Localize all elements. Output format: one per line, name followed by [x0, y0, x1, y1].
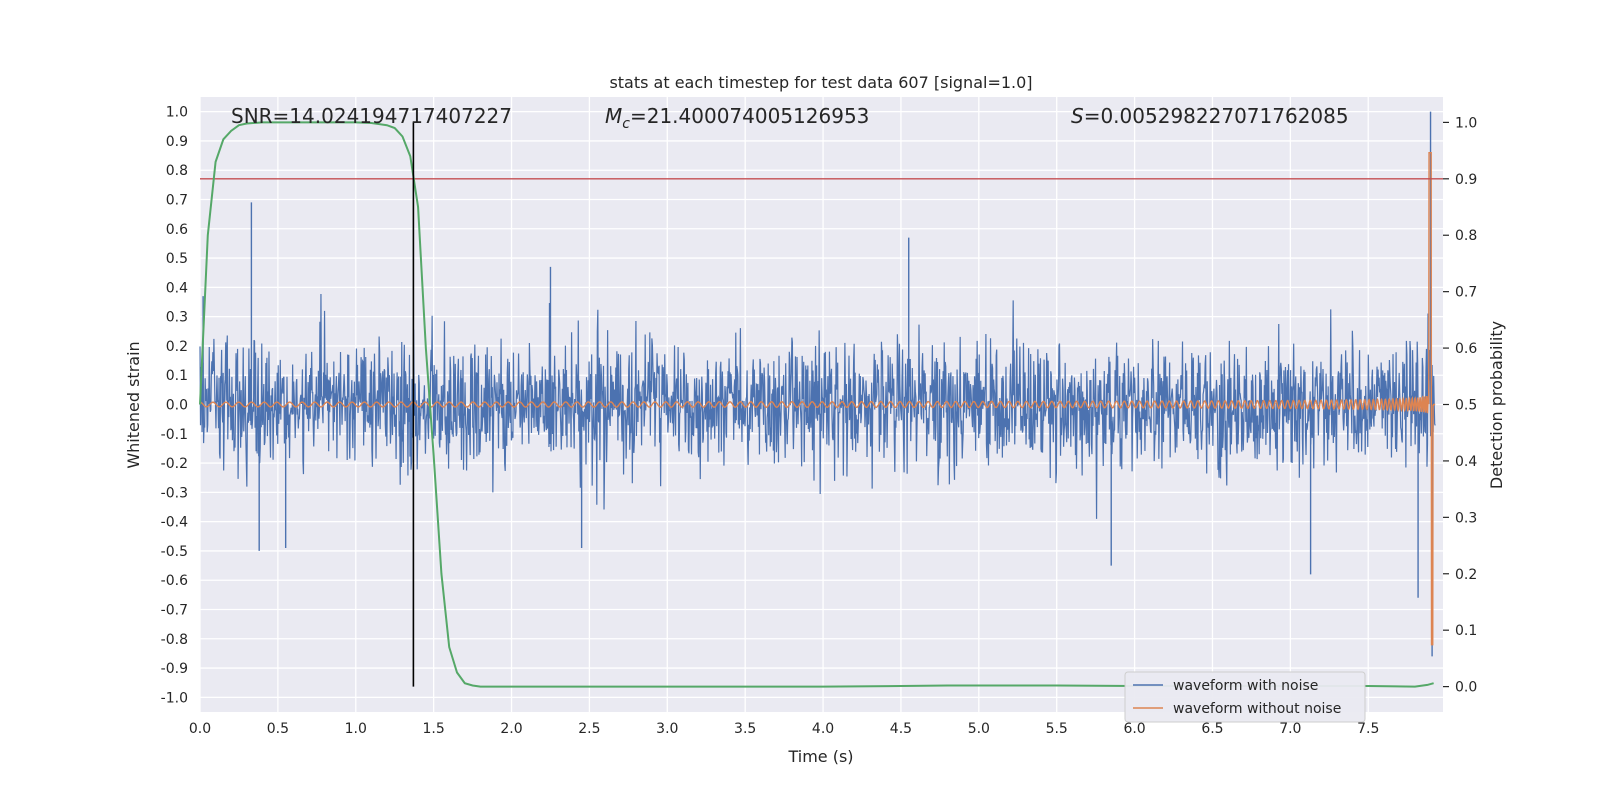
plot-content [199, 111, 1443, 688]
x-tick-label: 2.5 [578, 721, 600, 737]
mc-symbol: M [605, 104, 622, 128]
y-tick-label: 0.6 [166, 222, 188, 238]
x-tick-label: 4.5 [890, 721, 912, 737]
y-axis-label: Whitened strain [124, 341, 143, 468]
legend-label-noise: waveform with noise [1173, 678, 1318, 694]
y-tick-label: -0.5 [161, 544, 188, 560]
y2-tick-label: 0.4 [1455, 454, 1477, 470]
y-tick-label: -0.8 [161, 632, 188, 648]
y-tick-label: -0.3 [161, 485, 188, 501]
x-tick-label: 4.0 [812, 721, 834, 737]
y2-tick-label: 0.3 [1455, 510, 1477, 526]
x-tick-label: 0.0 [189, 721, 211, 737]
y2-tick-label: 0.1 [1455, 623, 1477, 639]
y2-tick-label: 0.9 [1455, 172, 1477, 188]
series-waveform-without-noise [199, 151, 1436, 646]
mc-subscript: c [622, 116, 630, 132]
y-tick-label: 0.9 [166, 134, 188, 150]
y2-tick-label: 1.0 [1455, 115, 1477, 131]
y-tick-label: 0.5 [166, 251, 188, 267]
y-tick-label: 1.0 [166, 105, 188, 121]
y-tick-label: 0.8 [166, 163, 188, 179]
mc-annotation: Mc=21.400074005126953 [605, 104, 869, 132]
x-tick-label: 7.0 [1279, 721, 1301, 737]
y2-axis-label: Detection probability [1487, 321, 1506, 489]
legend: waveform with noise waveform without noi… [1124, 671, 1366, 723]
y2-tick-label: 0.0 [1455, 680, 1477, 696]
mc-value: =21.400074005126953 [630, 104, 869, 128]
y-tick-label: -0.9 [161, 661, 188, 677]
y2-tick-label: 0.8 [1455, 228, 1477, 244]
x-tick-label: 7.5 [1357, 721, 1379, 737]
snr-annotation: SNR=14.024194717407227 [231, 104, 512, 128]
x-tick-label: 5.5 [1046, 721, 1068, 737]
y2-tick-label: 0.7 [1455, 285, 1477, 301]
x-tick-label: 2.0 [500, 721, 522, 737]
x-tick-label: 3.5 [734, 721, 756, 737]
y2-tick-label: 0.2 [1455, 567, 1477, 583]
x-tick-label: 1.0 [345, 721, 367, 737]
y-tick-label: -0.4 [161, 515, 188, 531]
y-tick-label: -1.0 [161, 690, 188, 706]
y-tick-label: 0.2 [166, 339, 188, 355]
series-waveform-with-noise [199, 294, 1436, 519]
x-axis-label: Time (s) [787, 747, 853, 766]
y-tick-label: 0.0 [166, 398, 188, 414]
s-value: =0.005298227071762085 [1084, 104, 1349, 128]
x-tick-label: 5.0 [968, 721, 990, 737]
y-tick-label: -0.6 [161, 573, 188, 589]
chart-title: stats at each timestep for test data 607… [609, 73, 1032, 92]
y-tick-label: 0.1 [166, 368, 188, 384]
legend-label-clean: waveform without noise [1173, 701, 1341, 717]
series-detection-probability [199, 121, 1434, 688]
legend-box [1124, 671, 1366, 723]
x-tick-label: 6.0 [1123, 721, 1145, 737]
x-tick-label: 1.5 [423, 721, 445, 737]
axes: 0.0 0.5 1.0 1.5 2.0 2.5 3.0 3.5 4.0 4.5 5.0 5.5 6.0 6… [161, 105, 1478, 737]
y-tick-label: 0.3 [166, 310, 188, 326]
y-tick-label: -0.2 [161, 456, 188, 472]
y-tick-label: -0.7 [161, 603, 188, 619]
x-tick-label: 6.5 [1201, 721, 1223, 737]
x-tick-label: 0.5 [267, 721, 289, 737]
y-tick-label: -0.1 [161, 427, 188, 443]
s-annotation: S=0.005298227071762085 [1071, 104, 1349, 128]
y-tick-label: 0.7 [166, 193, 188, 209]
x-tick-label: 3.0 [656, 721, 678, 737]
y-tick-label: 0.4 [166, 280, 188, 296]
s-symbol: S [1071, 104, 1084, 128]
y2-tick-label: 0.5 [1455, 398, 1477, 414]
y2-tick-label: 0.6 [1455, 341, 1477, 357]
